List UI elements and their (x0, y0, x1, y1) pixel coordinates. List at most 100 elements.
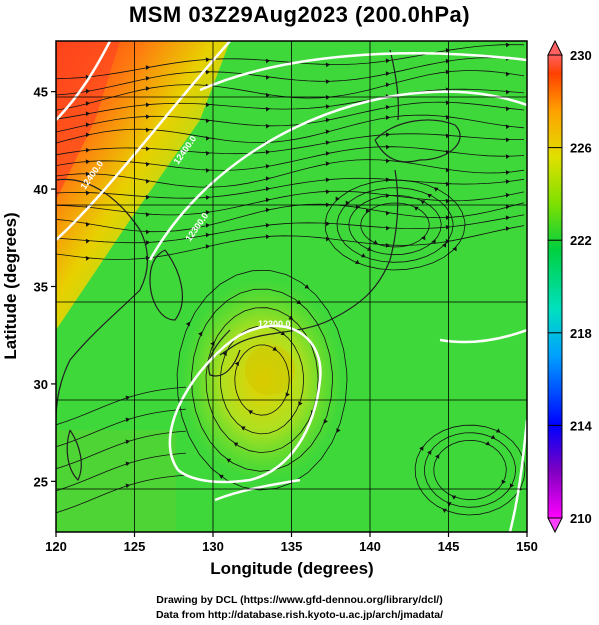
streamline-arrow (205, 118, 210, 124)
coastlines (56, 49, 461, 482)
streamline-arrow (385, 177, 390, 183)
streamline-arrow (490, 434, 496, 439)
y-tick-label: 30 (34, 377, 48, 392)
streamline-arrow (501, 479, 506, 485)
streamline-arrow (385, 58, 390, 64)
streamline-arrow (485, 441, 491, 446)
footer-credit-drawing: Drawing by DCL (https://www.gfd-dennou.o… (156, 594, 443, 606)
x-tick-label: 130 (202, 539, 224, 554)
streamline-arrow (145, 179, 150, 184)
colorbar-tick-label: 210 (570, 511, 592, 526)
streamline-arrow (509, 483, 515, 488)
streamline-arrow (325, 79, 330, 85)
streamline-arrow (205, 150, 210, 156)
colorbar-top-arrow (547, 39, 563, 56)
streamline-arrow (125, 395, 130, 401)
streamline-arrow (145, 86, 150, 91)
warm-northwest-region (56, 41, 230, 330)
streamline-arrow (205, 222, 210, 228)
contour-line-6 (214, 478, 301, 502)
streamline-arrow (248, 410, 253, 415)
streamline (56, 202, 525, 233)
streamline (56, 214, 525, 244)
streamline-arrow (85, 190, 90, 196)
streamline-arrow (85, 132, 90, 138)
streamline-arrow (445, 215, 450, 221)
streamline-arrow (385, 104, 390, 110)
streamline-arrow (385, 82, 390, 88)
asia-mainland-coast (56, 178, 149, 421)
streamline (56, 101, 525, 133)
x-tick-label: 145 (438, 539, 460, 554)
streamline-arrow (335, 196, 340, 202)
streamline-arrow (505, 179, 510, 185)
colorbar-tick-label: 226 (570, 141, 592, 156)
sakhalin-coast (389, 49, 400, 121)
streamline-arrow (325, 117, 330, 123)
streamline-arrow (325, 221, 330, 227)
streamline-arrow (265, 207, 270, 213)
streamline-arrow (234, 361, 239, 367)
streamline-arrow (85, 111, 90, 117)
streamline-arrow (355, 204, 360, 210)
streamline-arrow (505, 154, 510, 159)
streamline-arrow (427, 193, 432, 199)
x-axis-title: Longitude (degrees) (210, 559, 373, 578)
streamline (56, 474, 187, 514)
colorbar-tick-label: 214 (570, 418, 592, 433)
streamline-arrow (325, 236, 330, 242)
streamline-arrow (361, 253, 366, 258)
streamline (56, 133, 525, 157)
streamline-arrow (265, 123, 270, 129)
streamline-arrow (205, 244, 210, 249)
streamline-arrow (427, 450, 432, 455)
streamline (56, 386, 187, 426)
streamline-arrow (265, 92, 270, 98)
streamline-arrow (205, 209, 210, 215)
streamline-arrow (325, 129, 330, 135)
streamline-arrow (367, 246, 372, 251)
streamline-arrow (265, 75, 270, 80)
streamline-arrow (145, 161, 150, 167)
streamline-arrow (433, 187, 439, 192)
south-warm-patch (56, 430, 176, 532)
streamline-arrow (145, 212, 150, 217)
streamline-arrow (420, 200, 426, 205)
streamline-arrow (445, 69, 450, 75)
streamline-arrow (85, 222, 90, 227)
streamline-arrow (125, 439, 130, 445)
chart-title: MSM 03Z29Aug2023 (200.0hPa) (128, 2, 471, 27)
streamline-arrow (325, 62, 330, 68)
streamline-arrow (233, 442, 239, 447)
japan-kyushu-coast (208, 329, 241, 377)
streamline-arrow (265, 186, 270, 192)
streamline-arrow (288, 315, 294, 320)
streamline-arrow (85, 238, 90, 244)
streamline-arrow (445, 239, 450, 244)
streamline-arrow (205, 69, 210, 75)
streamline-arrow (373, 239, 378, 245)
contour-line-8 (439, 328, 527, 344)
streamline-arrow (505, 170, 510, 175)
streamline-arrow (495, 428, 501, 433)
streamline-arrow (265, 106, 270, 112)
streamline-arrow (85, 88, 90, 94)
y-tick-label: 35 (34, 280, 48, 295)
colorbar-tick-label: 230 (570, 48, 592, 63)
contour-line-7 (508, 419, 527, 532)
y-tick-label: 40 (34, 182, 48, 197)
streamline-arrow (445, 198, 450, 204)
streamline-arrow (265, 197, 270, 203)
streamline-arrow (323, 419, 328, 424)
streamline (219, 325, 305, 435)
x-axis: 120 125 130 135 140 145 150 (45, 532, 538, 554)
streamline-arrow (145, 194, 150, 200)
streamline-arrow (445, 167, 450, 173)
streamline-arrow (385, 225, 390, 231)
y-tick-label: 25 (34, 474, 48, 489)
streamline-arrow (505, 124, 510, 130)
streamline-arrow (505, 71, 510, 77)
x-tick-label: 150 (516, 539, 538, 554)
streamline-arrow (145, 114, 150, 120)
